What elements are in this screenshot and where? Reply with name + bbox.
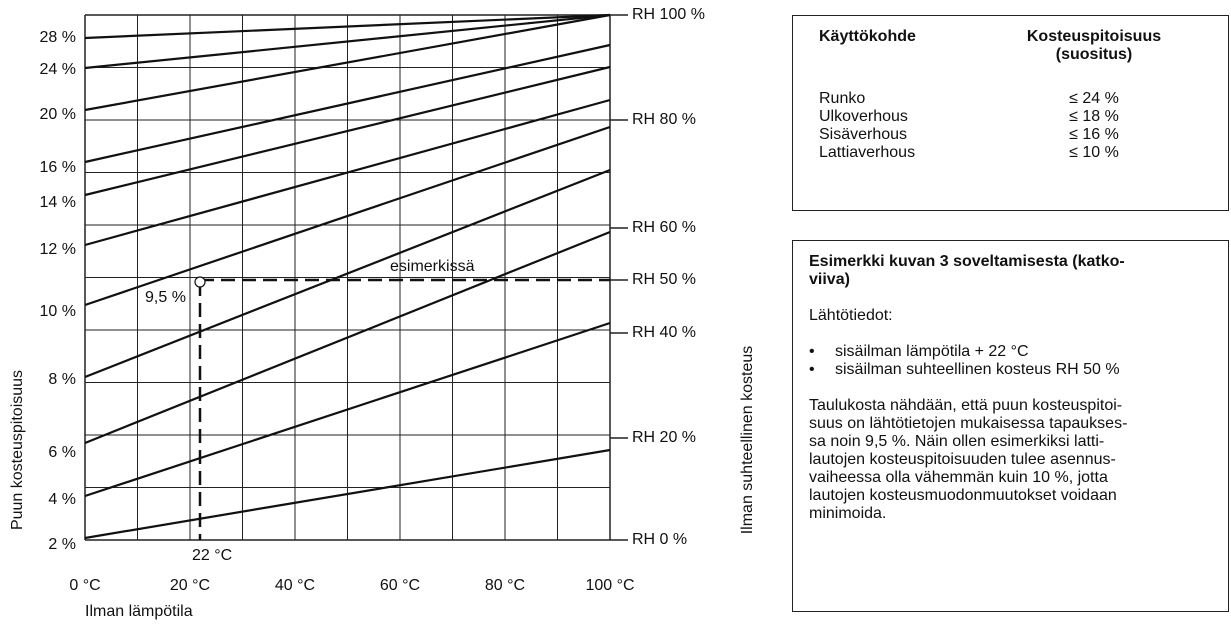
bullet-text: sisäilman lämpötila + 22 °C: [835, 343, 1029, 360]
rh-axis-title: Ilman suhteellinen kosteus: [739, 346, 756, 535]
table-body: Runko ≤ 24 % Ulkoverhous ≤ 18 % Sisäverhous ≤…: [819, 90, 1202, 162]
cell: ≤ 16 %: [1069, 126, 1119, 143]
bullet-dot: •: [809, 361, 815, 378]
rh-label: RH 0 %: [632, 531, 687, 548]
annotation: 9,5 %: [145, 289, 186, 306]
curve: [84, 65, 611, 197]
text-line: lautojen kosteusmuodonmuutokset voidaan: [809, 487, 1117, 504]
title-line: viiva): [809, 271, 850, 288]
example-text: Taulukosta nähdään, että puun kosteuspit…: [809, 397, 1212, 523]
bullet: • sisäilman suhteellinen kosteus RH 50 %: [809, 361, 1212, 379]
cell: Runko: [819, 90, 866, 107]
annotation: 22 °C: [192, 547, 232, 564]
header-text: (suositus): [1055, 46, 1133, 63]
curve: [84, 448, 611, 540]
y-label: 4 %: [48, 491, 76, 508]
curve: [84, 321, 611, 498]
rh-label: RH 20 %: [632, 429, 696, 446]
y-axis-title: Puun kosteuspitoisuus: [9, 370, 26, 530]
y-label: 16 %: [40, 159, 76, 176]
example-title: Esimerkki kuvan 3 soveltamisesta (katko-…: [809, 253, 1212, 289]
x-label: 80 °C: [485, 577, 525, 594]
y-label: 8 %: [48, 371, 76, 388]
text-line: Taulukosta nähdään, että puun kosteuspit…: [809, 397, 1123, 414]
y-label: 6 %: [48, 444, 76, 461]
x-label: 60 °C: [380, 577, 420, 594]
figure: Puun kosteuspitoisuus Ilman suhteellinen…: [9, 6, 756, 620]
bullets: • sisäilman lämpötila + 22 °C • sisäilman s…: [809, 343, 1212, 379]
x-label: 0 °C: [69, 577, 100, 594]
curve: [84, 43, 611, 164]
curve: [84, 13, 611, 112]
bullet: • sisäilman lämpötila + 22 °C: [809, 343, 1212, 361]
header-text: Kosteuspitoisuus: [1026, 28, 1162, 45]
label-box: [188, 544, 240, 566]
text-line: lautojen kosteuspitoisuuden tulee asennu…: [809, 451, 1116, 468]
y-label: 2 %: [48, 536, 76, 553]
title-line: Esimerkki kuvan 3 soveltamisesta (katko-: [809, 253, 1125, 270]
marker: [194, 276, 206, 288]
x-axis-title: Ilman lämpötila: [85, 603, 193, 620]
bullet-text: sisäilman suhteellinen kosteus RH 50 %: [835, 361, 1120, 378]
cell: ≤ 24 %: [1069, 90, 1119, 107]
table-box: Käyttökohde Kosteuspitoisuus (suositus) Ru…: [792, 15, 1229, 211]
curve: [84, 98, 611, 247]
y-label: 28 %: [40, 29, 76, 46]
text-line: suus on lähtötietojen mukaisessa tapauks…: [809, 415, 1128, 432]
y-label: 20 %: [40, 106, 76, 123]
cell: ≤ 10 %: [1069, 144, 1119, 161]
intro: Lähtötiedot:: [809, 307, 893, 324]
text-line: sa noin 9,5 %. Näin ollen esimerkiksi la…: [809, 433, 1105, 450]
y-label: 24 %: [40, 61, 76, 78]
table-row: Runko ≤ 24 %: [819, 90, 1202, 108]
cell: ≤ 18 %: [1069, 108, 1119, 125]
rh-label: RH 60 %: [632, 219, 696, 236]
rh-label: RH 50 %: [632, 271, 696, 288]
x-label: 40 °C: [275, 577, 315, 594]
curve: [84, 125, 611, 307]
y-label: 12 %: [40, 241, 76, 258]
header: Käyttökohde: [819, 28, 916, 45]
x-label: 20 °C: [170, 577, 210, 594]
curve: [84, 13, 611, 70]
cell: Sisäverhous: [819, 126, 908, 143]
x-label: 100 °C: [585, 577, 634, 594]
text-line: vaiheessa olla vähemmän kuin 10 %, jotta: [809, 469, 1108, 486]
rh-label: RH 100 %: [632, 6, 705, 23]
y-label: 14 %: [40, 194, 76, 211]
table-header: Käyttökohde Kosteuspitoisuus (suositus): [819, 28, 1202, 64]
dashed-line: [198, 278, 610, 540]
curve: [84, 230, 611, 445]
y-label: 10 %: [40, 303, 76, 320]
rh-label: RH 40 %: [632, 324, 696, 341]
rh-label: RH 80 %: [632, 111, 696, 128]
annotation: esimerkissä: [390, 258, 475, 275]
header: Kosteuspitoisuus (suositus): [1019, 28, 1169, 64]
table-row: Lattiaverhous ≤ 10 %: [819, 144, 1202, 162]
cell: Ulkoverhous: [819, 108, 908, 125]
curve: [84, 13, 611, 40]
example-box: Esimerkki kuvan 3 soveltamisesta (katko-…: [792, 240, 1229, 612]
bullet-dot: •: [809, 343, 815, 360]
cell: Lattiaverhous: [819, 144, 916, 161]
curve: [84, 168, 611, 379]
text-line: minimoida.: [809, 505, 887, 522]
table-row: Ulkoverhous ≤ 18 %: [819, 108, 1202, 126]
table-row: Sisäverhous ≤ 16 %: [819, 126, 1202, 144]
